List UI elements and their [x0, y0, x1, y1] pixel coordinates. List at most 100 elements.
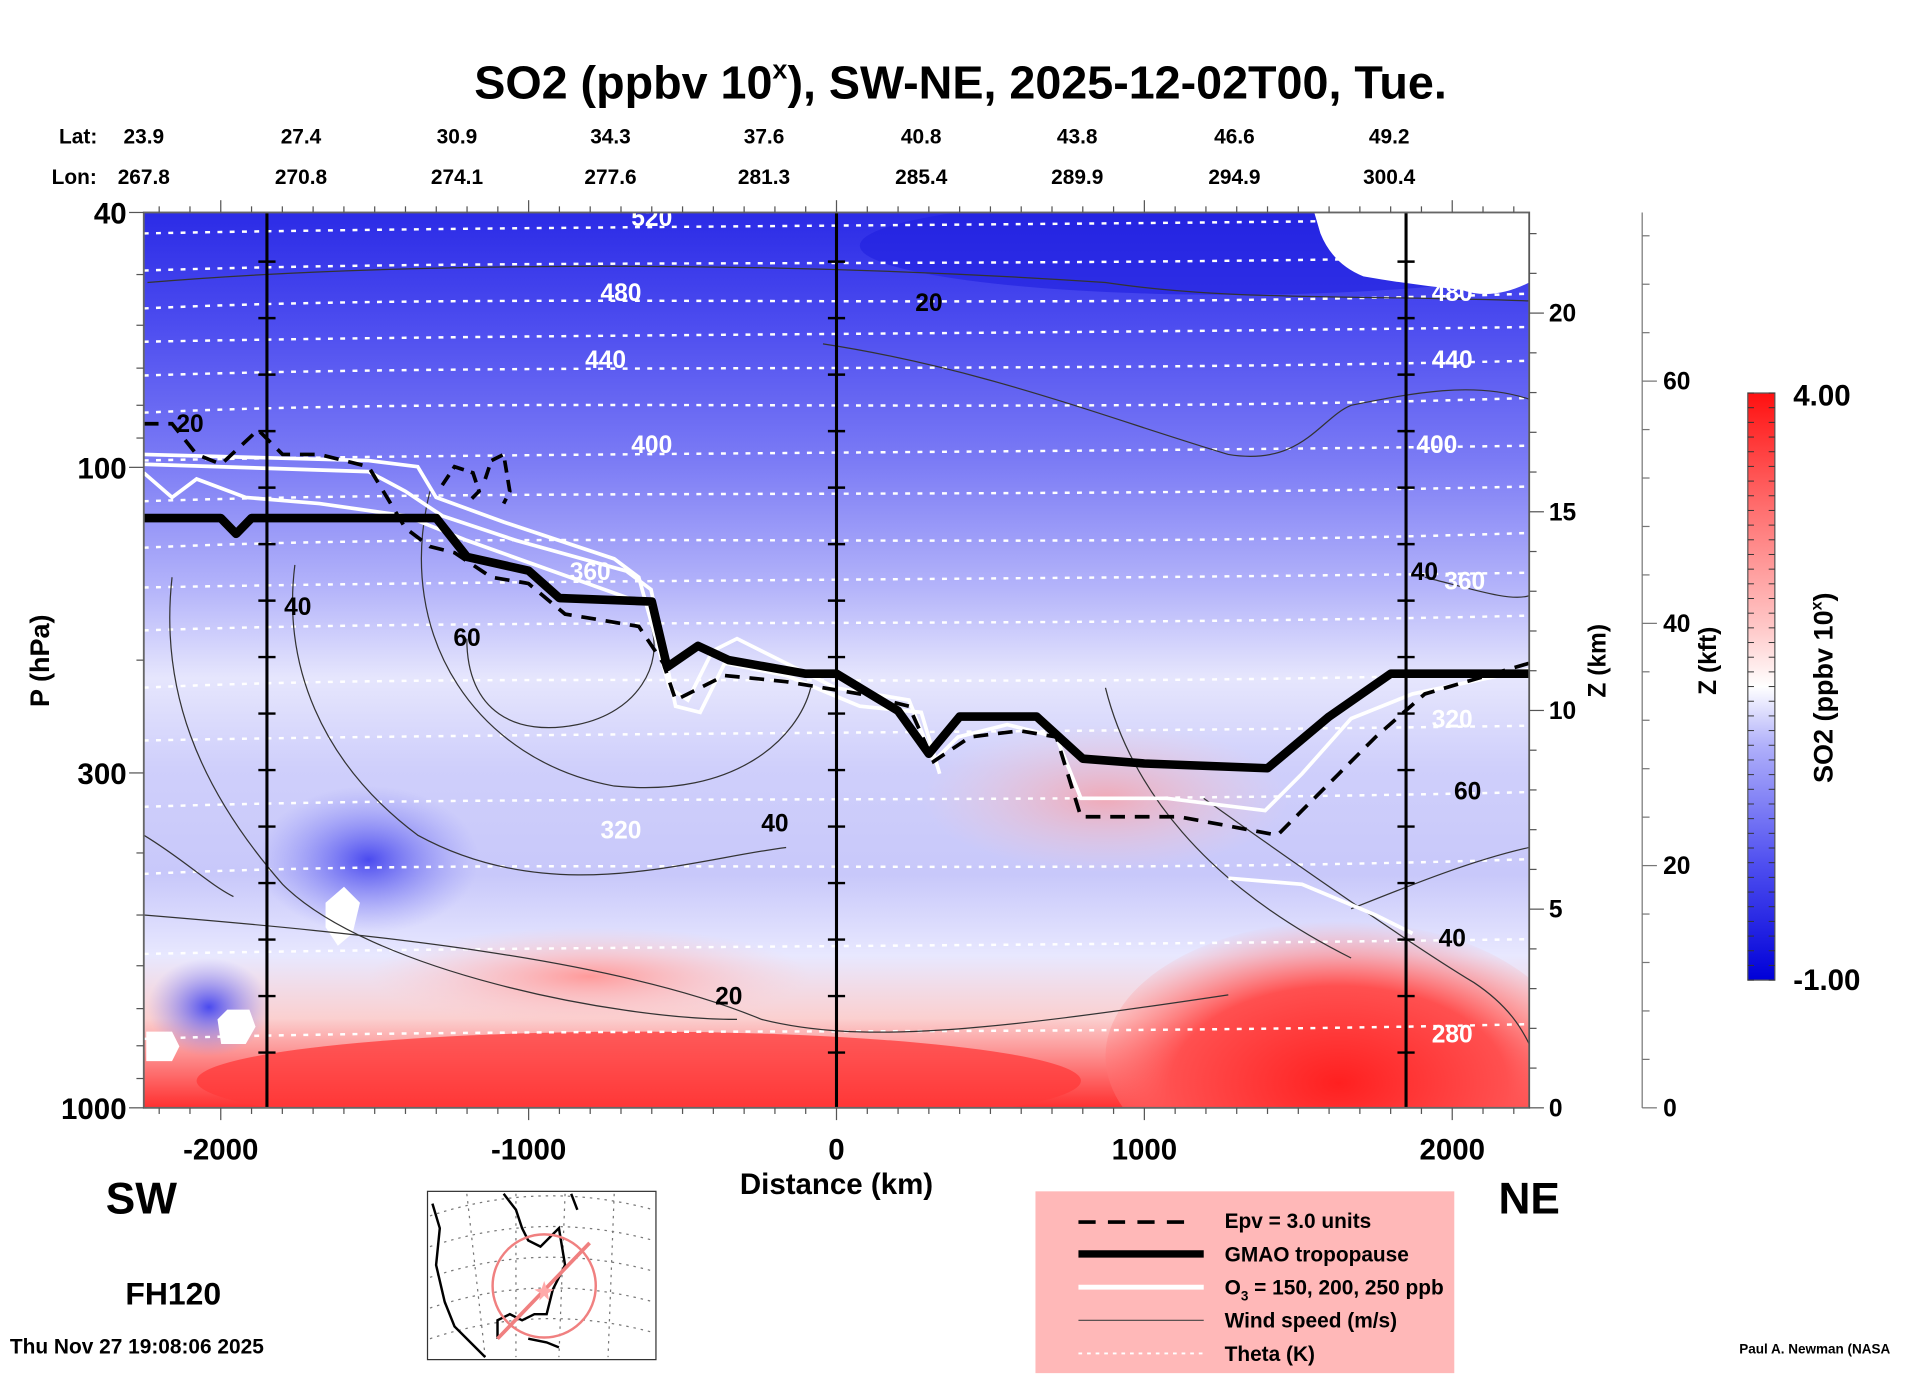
x-tick-label: 1000	[1112, 1133, 1178, 1166]
theta-contour	[143, 937, 1530, 956]
lat-value: 40.8	[901, 126, 942, 149]
wind-contour	[466, 626, 655, 729]
epv-contour	[143, 421, 1530, 838]
z-kft-axis: 0 20 40 60	[1641, 212, 1690, 1122]
so2-high-region	[1105, 921, 1530, 1108]
x-tick-label: -2000	[183, 1133, 258, 1166]
wind-contour	[420, 491, 812, 789]
lat-value: 46.6	[1214, 126, 1255, 149]
wind-contour	[169, 577, 738, 1021]
z-km-tick-label: 0	[1549, 1095, 1563, 1122]
theta-contour-label: 480	[601, 280, 642, 307]
colorbar: 4.00 -1.00 SO2 (ppbv 10x)	[1747, 379, 1860, 997]
theta-contour	[143, 571, 1530, 589]
lon-value: 294.9	[1208, 166, 1260, 189]
map-graticule	[429, 1193, 654, 1358]
wind-contour	[143, 914, 1229, 1033]
lat-value: 34.3	[590, 126, 631, 149]
map-frame	[426, 1190, 657, 1361]
z-km-tick-label: 15	[1549, 499, 1576, 526]
z-km-tick-label: 10	[1549, 698, 1576, 725]
wind-contour-label: 40	[1439, 926, 1466, 953]
theta-contour-label: 320	[601, 818, 642, 845]
theta-contour	[143, 396, 1530, 414]
ozone-contour	[143, 471, 640, 604]
wind-contour-label: 40	[284, 594, 311, 621]
theta-contour	[143, 292, 1530, 310]
gmao-tropopause-line	[143, 513, 1530, 773]
theta-contour-label: 320	[1432, 707, 1473, 734]
theta-contour	[143, 531, 1530, 549]
lon-value: 277.6	[584, 166, 636, 189]
lat-value: 27.4	[281, 126, 322, 149]
plot-area: 520 480 440 400 360 320 480 440 400 360 320 280 20 20…	[143, 205, 1530, 1108]
credit: Paul A. Newman (NASA	[1739, 1341, 1890, 1356]
x-tick-label: 2000	[1419, 1133, 1485, 1166]
timestamp: Thu Nov 27 19:08:06 2025	[10, 1335, 264, 1358]
z-km-axis: 0 5 10 15 20	[1528, 212, 1576, 1122]
lat-value: 30.9	[437, 126, 478, 149]
lon-value: 267.8	[118, 166, 170, 189]
lat-value: 49.2	[1369, 126, 1410, 149]
wind-contour-label: 20	[715, 984, 742, 1011]
y-axis-label: P (hPa)	[25, 614, 55, 707]
wind-speed-contours	[143, 265, 1530, 1045]
wind-contour	[292, 564, 787, 876]
wind-contour	[1350, 846, 1530, 910]
lon-value: 285.4	[895, 166, 948, 189]
wind-contour-label: 40	[761, 810, 788, 837]
wind-contour-label: 20	[176, 411, 203, 438]
wind-contour-label: 20	[915, 290, 942, 317]
theta-contour-label: 480	[1432, 280, 1473, 307]
lat-value: 23.9	[123, 126, 164, 149]
legend-label-theta: Theta (K)	[1225, 1343, 1315, 1366]
z-km-axis-label: Z (km)	[1584, 624, 1611, 698]
x-tick-label: 0	[828, 1133, 844, 1166]
theta-contour	[143, 614, 1530, 632]
colorbar-ticks	[1747, 392, 1775, 981]
legend-label-epv: Epv = 3.0 units	[1225, 1210, 1372, 1233]
y-tick-label: 40	[94, 198, 127, 231]
contour-labels: 520 480 440 400 360 320 480 440 400 360 320 280 20 20…	[176, 205, 1485, 1048]
z-kft-tick-label: 40	[1663, 611, 1690, 638]
theta-contour	[143, 359, 1530, 377]
y-tick-label: 1000	[61, 1093, 127, 1126]
chart-title: SO2 (ppbv 10x), SW-NE, 2025-12-02T00, Tu…	[474, 55, 1447, 109]
theta-contour-label: 360	[570, 559, 611, 586]
theta-contour-label: 440	[585, 347, 626, 374]
wind-contour-label: 60	[1454, 778, 1481, 805]
theta-contour-label: 440	[1432, 347, 1473, 374]
legend-label-tropopause: GMAO tropopause	[1225, 1243, 1409, 1266]
so2-high-region	[196, 1031, 1081, 1108]
sw-label: SW	[106, 1174, 177, 1223]
theta-contours	[143, 217, 1530, 1041]
lat-label: Lat:	[59, 126, 97, 149]
colorbar-label: SO2 (ppbv 10x)	[1809, 593, 1839, 784]
map-center-star-icon	[534, 1281, 555, 1301]
epv-contour	[440, 451, 512, 505]
colorbar-min-label: -1.00	[1793, 964, 1860, 997]
theta-contour	[143, 790, 1530, 809]
lon-value: 270.8	[275, 166, 327, 189]
lon-value: 281.3	[738, 166, 790, 189]
ozone-contour	[1228, 876, 1414, 936]
theta-contour-label: 520	[631, 205, 672, 232]
z-kft-axis-label: Z (kft)	[1695, 627, 1722, 695]
theta-contour-label: 360	[1444, 568, 1485, 595]
theta-contour	[143, 325, 1530, 343]
legend-box	[1035, 1191, 1455, 1374]
lon-value: 300.4	[1363, 166, 1416, 189]
theta-contour	[143, 485, 1530, 503]
theta-contour	[143, 857, 1530, 876]
x-axis: -2000 -1000 0 1000 2000	[158, 200, 1515, 1166]
theta-contour-label: 280	[1432, 1021, 1473, 1048]
so2-moderate-region	[368, 927, 811, 1026]
y-axis: 40 100 300 1000	[61, 198, 144, 1126]
ne-label: NE	[1498, 1174, 1559, 1223]
theta-contour	[143, 217, 1530, 235]
forecast-hour-label: FH120	[125, 1275, 221, 1311]
wind-contour	[822, 343, 1530, 457]
theta-contour-label: 400	[631, 432, 672, 459]
z-kft-tick-label: 60	[1663, 369, 1690, 396]
